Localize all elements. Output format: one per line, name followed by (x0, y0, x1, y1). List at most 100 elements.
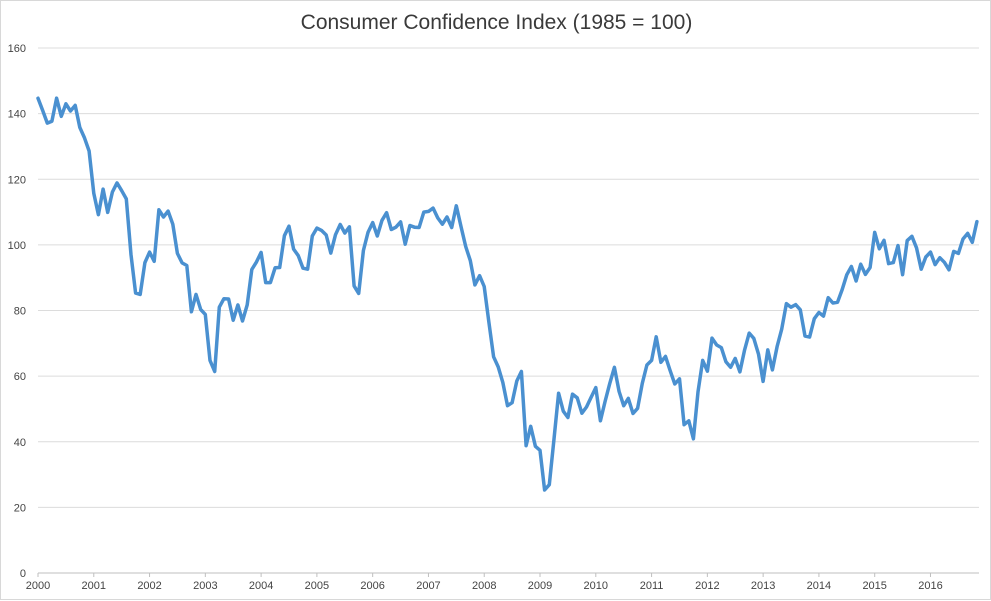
data-point (836, 301, 839, 303)
data-point (451, 226, 453, 229)
x-tick-label: 2008 (472, 580, 496, 592)
data-point (953, 250, 955, 252)
data-point (674, 383, 676, 385)
data-point (413, 226, 416, 228)
data-point (181, 262, 183, 264)
data-point (237, 304, 239, 306)
data-point (42, 109, 44, 111)
data-point (757, 353, 760, 355)
data-point (971, 241, 973, 243)
data-point (651, 359, 653, 361)
data-point (493, 356, 495, 358)
data-point (911, 235, 913, 237)
x-tick-label: 2003 (193, 580, 217, 592)
data-point (200, 308, 202, 311)
y-tick-label: 60 (14, 371, 26, 383)
data-point (697, 391, 699, 393)
data-point (427, 210, 430, 212)
data-point (195, 293, 197, 295)
data-point (497, 366, 499, 368)
data-point (576, 397, 578, 399)
data-point (804, 335, 806, 337)
data-point (316, 227, 318, 229)
x-tick-label: 2016 (918, 580, 942, 592)
data-point (976, 221, 978, 223)
x-tick-label: 2006 (360, 580, 384, 592)
data-point (883, 239, 885, 241)
x-tick-label: 2000 (26, 580, 50, 592)
data-point (60, 115, 62, 117)
data-point (400, 221, 402, 223)
data-point (251, 268, 253, 271)
data-point (609, 383, 611, 385)
data-point (897, 244, 899, 247)
data-point (525, 445, 527, 447)
data-point (432, 207, 434, 209)
data-point (613, 366, 616, 368)
data-point (855, 280, 857, 282)
data-point (79, 126, 81, 128)
data-point (669, 369, 671, 372)
data-point (465, 245, 467, 248)
data-point (716, 344, 718, 346)
data-point (186, 264, 188, 267)
data-point (702, 359, 704, 361)
data-point (74, 104, 76, 106)
data-point (571, 393, 574, 395)
data-point (404, 243, 406, 245)
data-point (283, 235, 285, 237)
x-tick-label: 2011 (640, 580, 664, 592)
data-point (246, 304, 248, 306)
data-point (241, 320, 244, 322)
data-point (627, 397, 629, 399)
data-point (846, 274, 848, 276)
data-point (785, 303, 788, 305)
data-point (604, 400, 606, 402)
data-point (841, 288, 843, 291)
data-point (325, 234, 327, 236)
data-point (748, 332, 750, 334)
data-point (790, 306, 792, 308)
data-point (864, 273, 867, 275)
data-point (678, 378, 681, 380)
data-point (948, 269, 950, 271)
data-point (228, 298, 230, 300)
y-tick-label: 140 (8, 109, 26, 121)
data-point (544, 489, 546, 491)
data-point (929, 251, 932, 253)
data-point (720, 347, 722, 349)
x-tick-label: 2001 (82, 580, 106, 592)
data-point (446, 216, 448, 218)
data-point (302, 267, 304, 269)
data-point (265, 282, 267, 284)
data-point (860, 263, 862, 265)
data-point (46, 122, 48, 124)
gridlines (38, 47, 979, 574)
data-point (455, 205, 457, 207)
data-point (762, 380, 764, 382)
data-point (530, 425, 532, 427)
data-point (920, 268, 922, 270)
data-point (376, 235, 378, 237)
data-point (520, 370, 523, 373)
data-point (320, 229, 323, 231)
x-tick-label: 2015 (862, 580, 886, 592)
data-point (646, 364, 648, 366)
data-point (279, 266, 281, 269)
data-point (827, 297, 829, 299)
data-point (906, 240, 908, 242)
data-point (483, 285, 485, 288)
data-point (637, 407, 639, 409)
data-point (711, 337, 713, 339)
data-point (37, 97, 39, 99)
data-point (869, 266, 871, 269)
data-point (832, 302, 834, 304)
data-point (358, 292, 360, 294)
y-tick-label: 40 (14, 437, 26, 449)
data-point (511, 402, 513, 404)
data-point (581, 412, 583, 414)
data-point (390, 228, 392, 231)
data-point (153, 260, 155, 262)
